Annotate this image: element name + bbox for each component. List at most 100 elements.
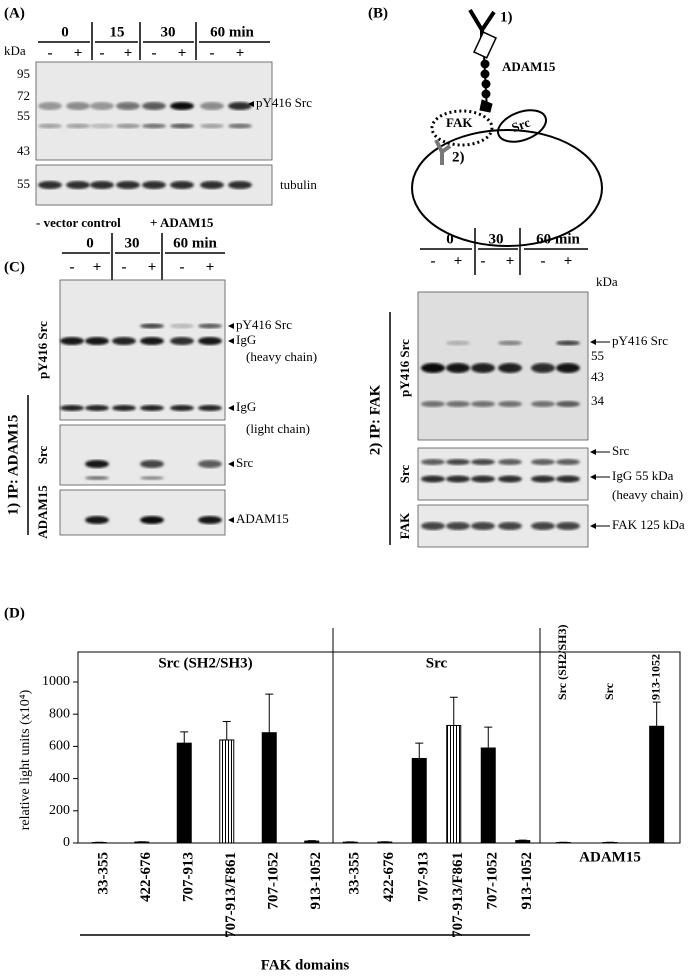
band [446,475,470,483]
lane-sign: - [48,45,53,61]
band [142,123,166,129]
timepoint-label: 60 min [210,24,254,40]
band [112,337,136,345]
band [140,516,164,524]
panel-b-diagram [411,8,603,247]
band [140,460,164,468]
blot-row-label: FAK [397,512,412,539]
lane-sign: - [210,45,215,61]
band [198,323,222,329]
bar [176,742,192,844]
mw-marker: 34 [591,393,605,408]
band [556,475,580,483]
arrow-head [228,517,234,523]
arrow-head [228,405,234,411]
blot-row-label: pY416 Src [35,321,50,379]
band [498,459,522,465]
bar [446,724,462,844]
band [85,460,109,468]
lane-sign: - [70,259,75,275]
lane-sign: + [124,45,133,61]
band [85,476,109,480]
blot-annotation: ADAM15 [236,511,289,526]
band [556,340,580,346]
legend-entry: + ADAM15 [150,215,214,230]
blot-annotation: Src [236,455,254,470]
band [38,181,62,189]
blot-annotation: FAK 125 kDa [612,517,685,532]
blot-row-label: Src [35,446,50,465]
band [90,123,114,129]
mw-marker: 55 [17,176,30,191]
band [498,340,522,346]
lane-sign: + [148,259,157,275]
mw-marker: 55 [591,348,604,363]
band [142,102,166,110]
lane-sign: + [506,253,515,269]
kda-label: kDa [4,43,26,58]
error-bar [265,693,274,733]
band [66,181,90,189]
band [140,476,164,480]
lane-sign: + [454,253,463,269]
lane-sign: + [564,253,573,269]
band [421,363,445,373]
band [170,102,194,110]
blot [35,61,273,161]
panel-label: (A) [4,5,25,21]
arrow-head [228,323,234,329]
error-bar [222,720,231,740]
band [200,181,224,189]
band [140,405,164,411]
band [531,363,555,373]
band [421,459,445,465]
error-bar [449,696,458,726]
arrow-head [248,101,254,107]
bar [515,840,531,844]
lane-sign: - [152,45,157,61]
band [471,401,495,407]
timepoint-label: 0 [86,235,94,251]
blot-annotation: Src [612,443,630,458]
band [421,475,445,483]
lane-sign: - [122,259,127,275]
x-tick-label: 33-355 [96,852,112,895]
band [60,337,84,345]
blot-row-label: ADAM15 [35,485,50,539]
band [170,181,194,189]
band [556,459,580,465]
lane-sign: - [180,259,185,275]
band [421,522,445,530]
band [200,102,224,110]
band [116,123,140,129]
timepoint-label: 30 [125,235,140,251]
band [116,181,140,189]
lane-sign: - [100,45,105,61]
band [228,181,252,189]
protein-label: Src [510,115,533,136]
y-tick-label: 1000 [42,674,70,689]
lane-sign: + [236,45,245,61]
timepoint-label: 0 [446,231,454,247]
band [446,522,470,530]
panel-label: (B) [368,5,388,21]
mw-marker: 95 [17,66,30,81]
error-bar [484,726,493,749]
band [142,181,166,189]
lane-sign: - [541,253,546,269]
bar [219,739,235,844]
blot-annotation: pY416 Src [612,333,668,348]
band [498,363,522,373]
antibody-label: 1) [500,9,513,25]
band [471,475,495,483]
y-axis-label: relative light units (x10⁴) [18,689,33,830]
band [38,102,62,110]
x-tick-label: 707-913 [416,852,432,902]
blot [59,279,226,421]
y-tick-label: 200 [49,803,70,818]
band [556,363,580,373]
band [85,405,109,411]
arrow-head [590,449,596,455]
timepoint-label: 60 min [536,231,580,247]
band [198,460,222,468]
